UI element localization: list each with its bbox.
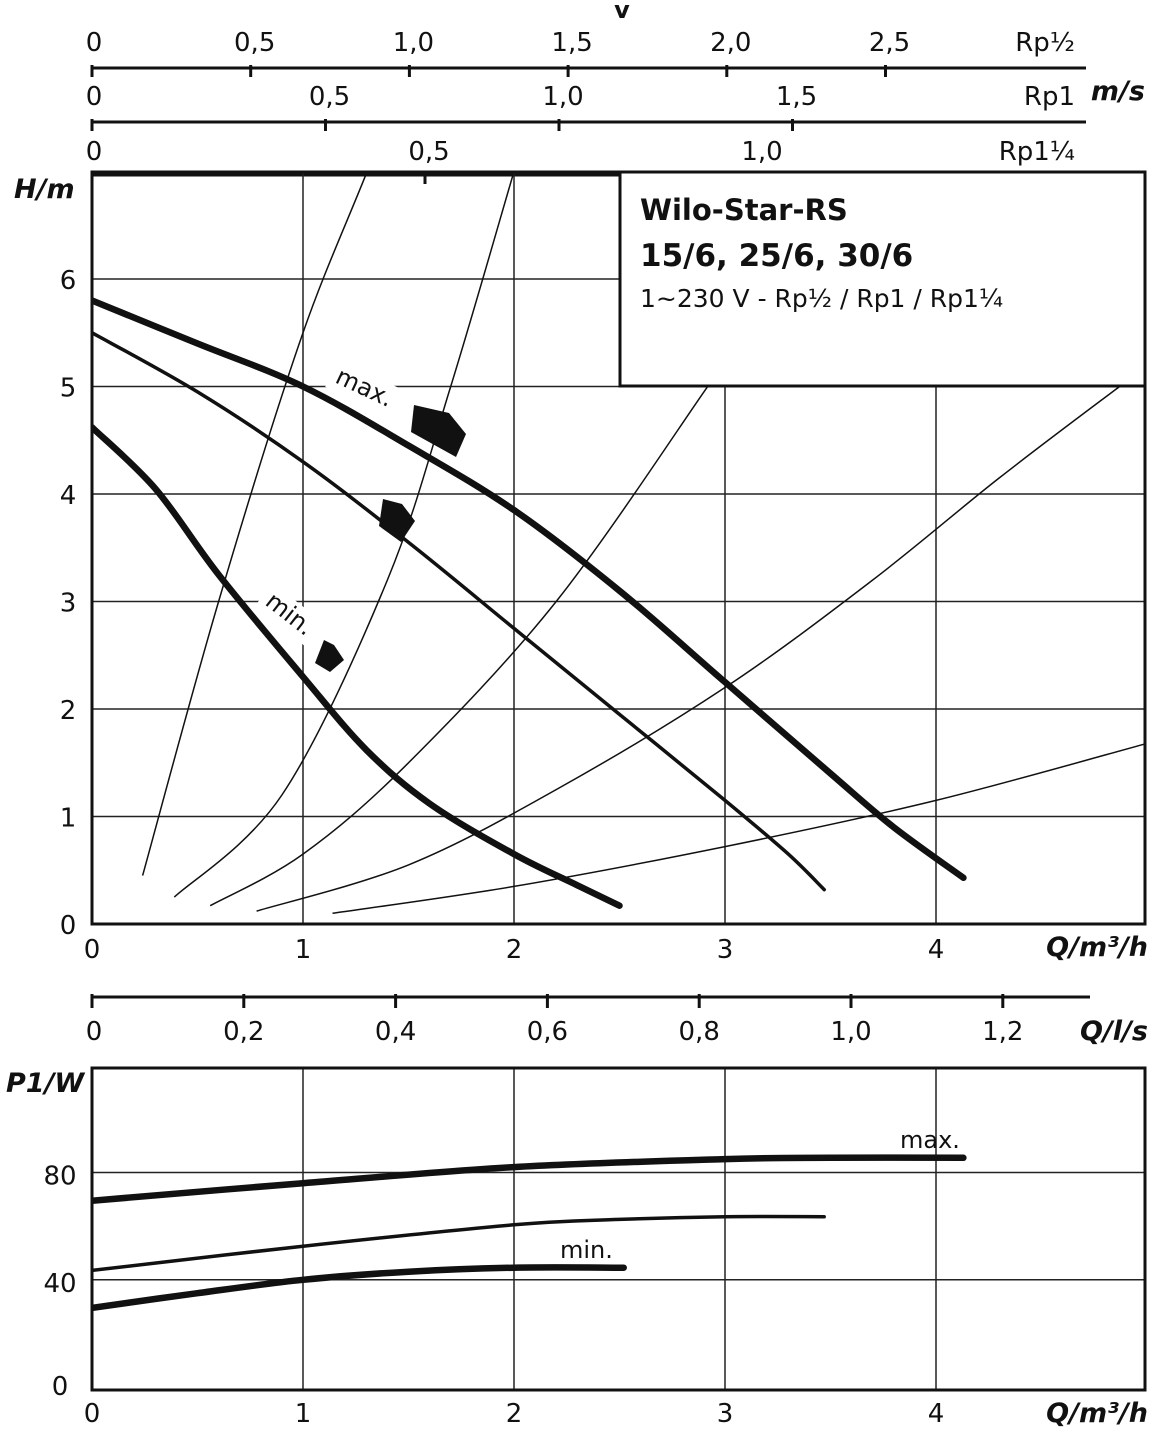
flow-tick-label: 0,8 <box>679 1017 720 1047</box>
flow-tick-label: 0,4 <box>375 1017 416 1047</box>
title-models: 15/6, 25/6, 30/6 <box>640 238 913 274</box>
system-curves <box>141 172 1145 915</box>
head-y-tick-label: 2 <box>60 696 77 726</box>
power-y-tick-label: 0 <box>52 1372 69 1402</box>
velocity-tick-label: 0,5 <box>309 82 350 112</box>
power-curve-mid <box>92 1214 826 1273</box>
flow-tick-label: 1,0 <box>830 1017 871 1047</box>
velocity-tick-label: 2,0 <box>710 28 751 58</box>
system-curve-line <box>141 172 368 876</box>
head-x-tick-label: 0 <box>84 935 101 965</box>
power-x-tick-label: 1 <box>295 1399 312 1429</box>
head-max-label-bg <box>325 359 398 415</box>
power-x-tick-label: 2 <box>506 1399 523 1429</box>
velocity-tick-label: 1,0 <box>393 28 434 58</box>
head-performance-curves <box>92 297 967 909</box>
power-min-label: min. <box>560 1236 613 1264</box>
head-curve-max <box>92 297 967 882</box>
velocity-unit-label: m/s <box>1091 76 1145 107</box>
head-y-axis-label: H/m <box>14 174 75 205</box>
head-chart: H/m Q/m³/h Wilo-Star-RS 15/6, 25/6, 30/6… <box>14 170 1148 965</box>
head-y-tick-label: 1 <box>60 804 77 834</box>
velocity-tick-label: 0 <box>86 28 103 58</box>
title-voltage: 1~230 V - Rp½ / Rp1 / Rp1¼ <box>640 284 1003 313</box>
velocity-scales: v m/s 0 0,5 1,0 1,5 2,0 2,5 Rp½ 0 0,5 1,0 1,5 Rp1 0 0… <box>86 0 1145 184</box>
velocity-tick-label: 0,5 <box>408 137 449 167</box>
head-x-tick-label: 3 <box>717 935 734 965</box>
head-y-tick-label: 5 <box>60 374 77 404</box>
velocity-tick-label: 1,0 <box>542 82 583 112</box>
title-product: Wilo-Star-RS <box>640 193 848 227</box>
power-x-tick-label: 4 <box>928 1399 945 1429</box>
velocity-scale-name: Rp½ <box>1015 28 1075 58</box>
flow-scale: Q/l/s 0 0,2 0,4 0,6 0,8 1,0 1,2 <box>86 994 1148 1047</box>
velocity-scale-name: Rp1¼ <box>999 137 1075 167</box>
head-y-tick-label: 0 <box>60 911 77 941</box>
system-curve-line <box>209 359 726 907</box>
power-y-axis-label: P1/W <box>6 1068 85 1099</box>
head-y-tick-label: 6 <box>60 266 77 296</box>
head-y-tick-label: 3 <box>60 589 77 619</box>
power-max-label: max. <box>900 1126 960 1154</box>
velocity-tick-label: 0,5 <box>234 28 275 58</box>
power-curve-max <box>92 1154 967 1204</box>
power-x-tick-label: 0 <box>84 1399 101 1429</box>
title-box-frame <box>618 170 1147 388</box>
power-plot-frame <box>90 1066 1147 1392</box>
flow-tick-label: 0,2 <box>223 1017 264 1047</box>
velocity-tick-label: 1,5 <box>551 28 592 58</box>
power-grid <box>92 1068 1145 1390</box>
power-x-tick-label: 3 <box>717 1399 734 1429</box>
head-y-tick-label: 4 <box>60 481 77 511</box>
system-curve-line <box>173 172 515 898</box>
min-speed-marker <box>315 640 344 672</box>
velocity-tick-label: 1,0 <box>741 137 782 167</box>
head-x-tick-label: 1 <box>295 935 312 965</box>
power-curves <box>92 1154 967 1312</box>
system-curve-line <box>256 385 1121 912</box>
flow-tick-label: 1,2 <box>982 1017 1023 1047</box>
velocity-tick-label: 0 <box>86 82 103 112</box>
speed-markers <box>315 405 466 672</box>
velocity-scale-name: Rp1 <box>1024 82 1075 112</box>
velocity-tick-label: 2,5 <box>869 28 910 58</box>
power-y-tick-label: 40 <box>43 1269 76 1299</box>
system-curve-line <box>332 743 1145 915</box>
flow-axis-label: Q/l/s <box>1080 1016 1148 1047</box>
velocity-tick-label: 0 <box>86 137 103 167</box>
flow-tick-label: 0 <box>86 1017 103 1047</box>
power-x-axis-label: Q/m³/h <box>1046 1398 1148 1429</box>
chart-title-box: Wilo-Star-RS 15/6, 25/6, 30/6 1~230 V - … <box>618 170 1147 388</box>
velocity-title: v <box>614 0 630 24</box>
max-speed-marker <box>411 405 466 457</box>
power-y-tick-label: 80 <box>43 1162 76 1192</box>
head-x-tick-label: 4 <box>928 935 945 965</box>
velocity-tick-label: 1,5 <box>776 82 817 112</box>
head-min-label: min. <box>254 582 325 648</box>
flow-tick-label: 0,6 <box>527 1017 568 1047</box>
mid-speed-marker <box>379 499 415 542</box>
power-curve-min <box>92 1264 627 1312</box>
head-x-tick-label: 2 <box>506 935 523 965</box>
head-x-axis-label: Q/m³/h <box>1046 932 1148 963</box>
head-curve-min <box>92 424 623 909</box>
head-min-label-bg <box>254 582 325 648</box>
head-curve-mid <box>92 331 826 892</box>
